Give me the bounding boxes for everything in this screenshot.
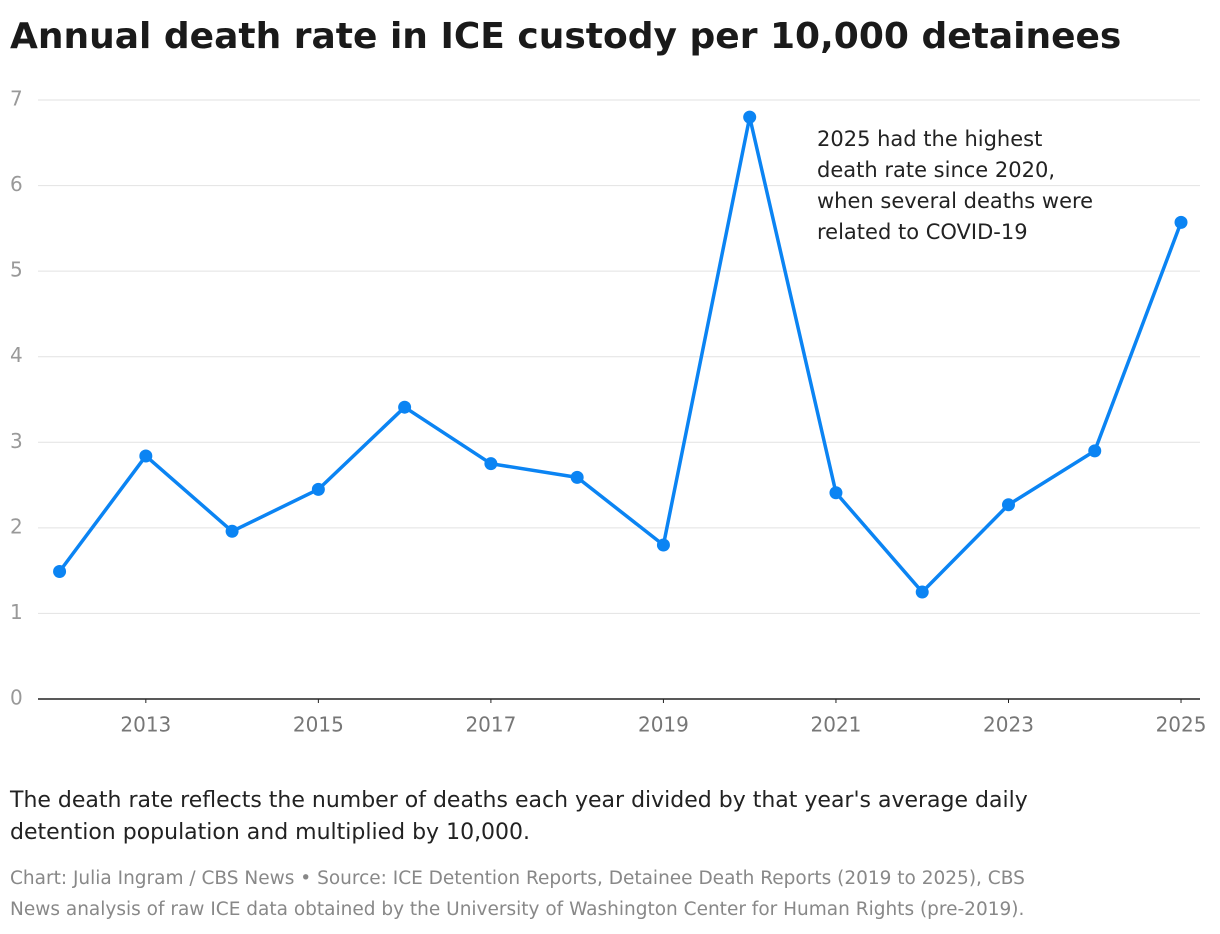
y-tick-label: 0 <box>10 686 23 710</box>
point <box>570 470 584 484</box>
y-tick-label: 6 <box>10 172 23 196</box>
y-tick-label: 7 <box>10 87 23 111</box>
point <box>829 486 843 500</box>
y-tick-label: 3 <box>10 429 23 453</box>
chart-title: Annual death rate in ICE custody per 10,… <box>10 16 1121 57</box>
x-tick-label: 2015 <box>293 713 344 737</box>
y-tick-label: 1 <box>10 600 23 624</box>
x-tick-label: 2019 <box>638 713 689 737</box>
x-tick-label: 2021 <box>811 713 862 737</box>
point <box>139 449 153 463</box>
y-tick-label: 4 <box>10 343 23 367</box>
point <box>398 400 412 414</box>
x-tick-label: 2017 <box>465 713 516 737</box>
point <box>915 585 929 599</box>
annotation: death rate since 2020, <box>817 158 1055 182</box>
note: detention population and multiplied by 1… <box>10 820 530 845</box>
source: Chart: Julia Ingram / CBS News • Source:… <box>10 868 1025 889</box>
y-tick-label: 2 <box>10 514 23 538</box>
point <box>1174 215 1188 229</box>
source: News analysis of raw ICE data obtained b… <box>10 899 1024 920</box>
point <box>225 524 239 538</box>
point <box>311 482 325 496</box>
point <box>656 538 670 552</box>
point <box>484 457 498 471</box>
annotation: when several deaths were <box>817 189 1093 213</box>
point <box>53 564 67 578</box>
point <box>1088 444 1102 458</box>
point <box>743 110 757 124</box>
note: The death rate reflects the number of de… <box>9 788 1028 813</box>
line <box>58 115 1183 594</box>
y-tick-label: 5 <box>10 258 23 282</box>
x-tick-label: 2025 <box>1156 713 1207 737</box>
annotation: related to COVID-19 <box>817 220 1028 244</box>
x-tick-label: 2013 <box>120 713 171 737</box>
annotation: 2025 had the highest <box>817 127 1042 151</box>
x-tick-label: 2023 <box>983 713 1034 737</box>
point <box>1001 498 1015 512</box>
